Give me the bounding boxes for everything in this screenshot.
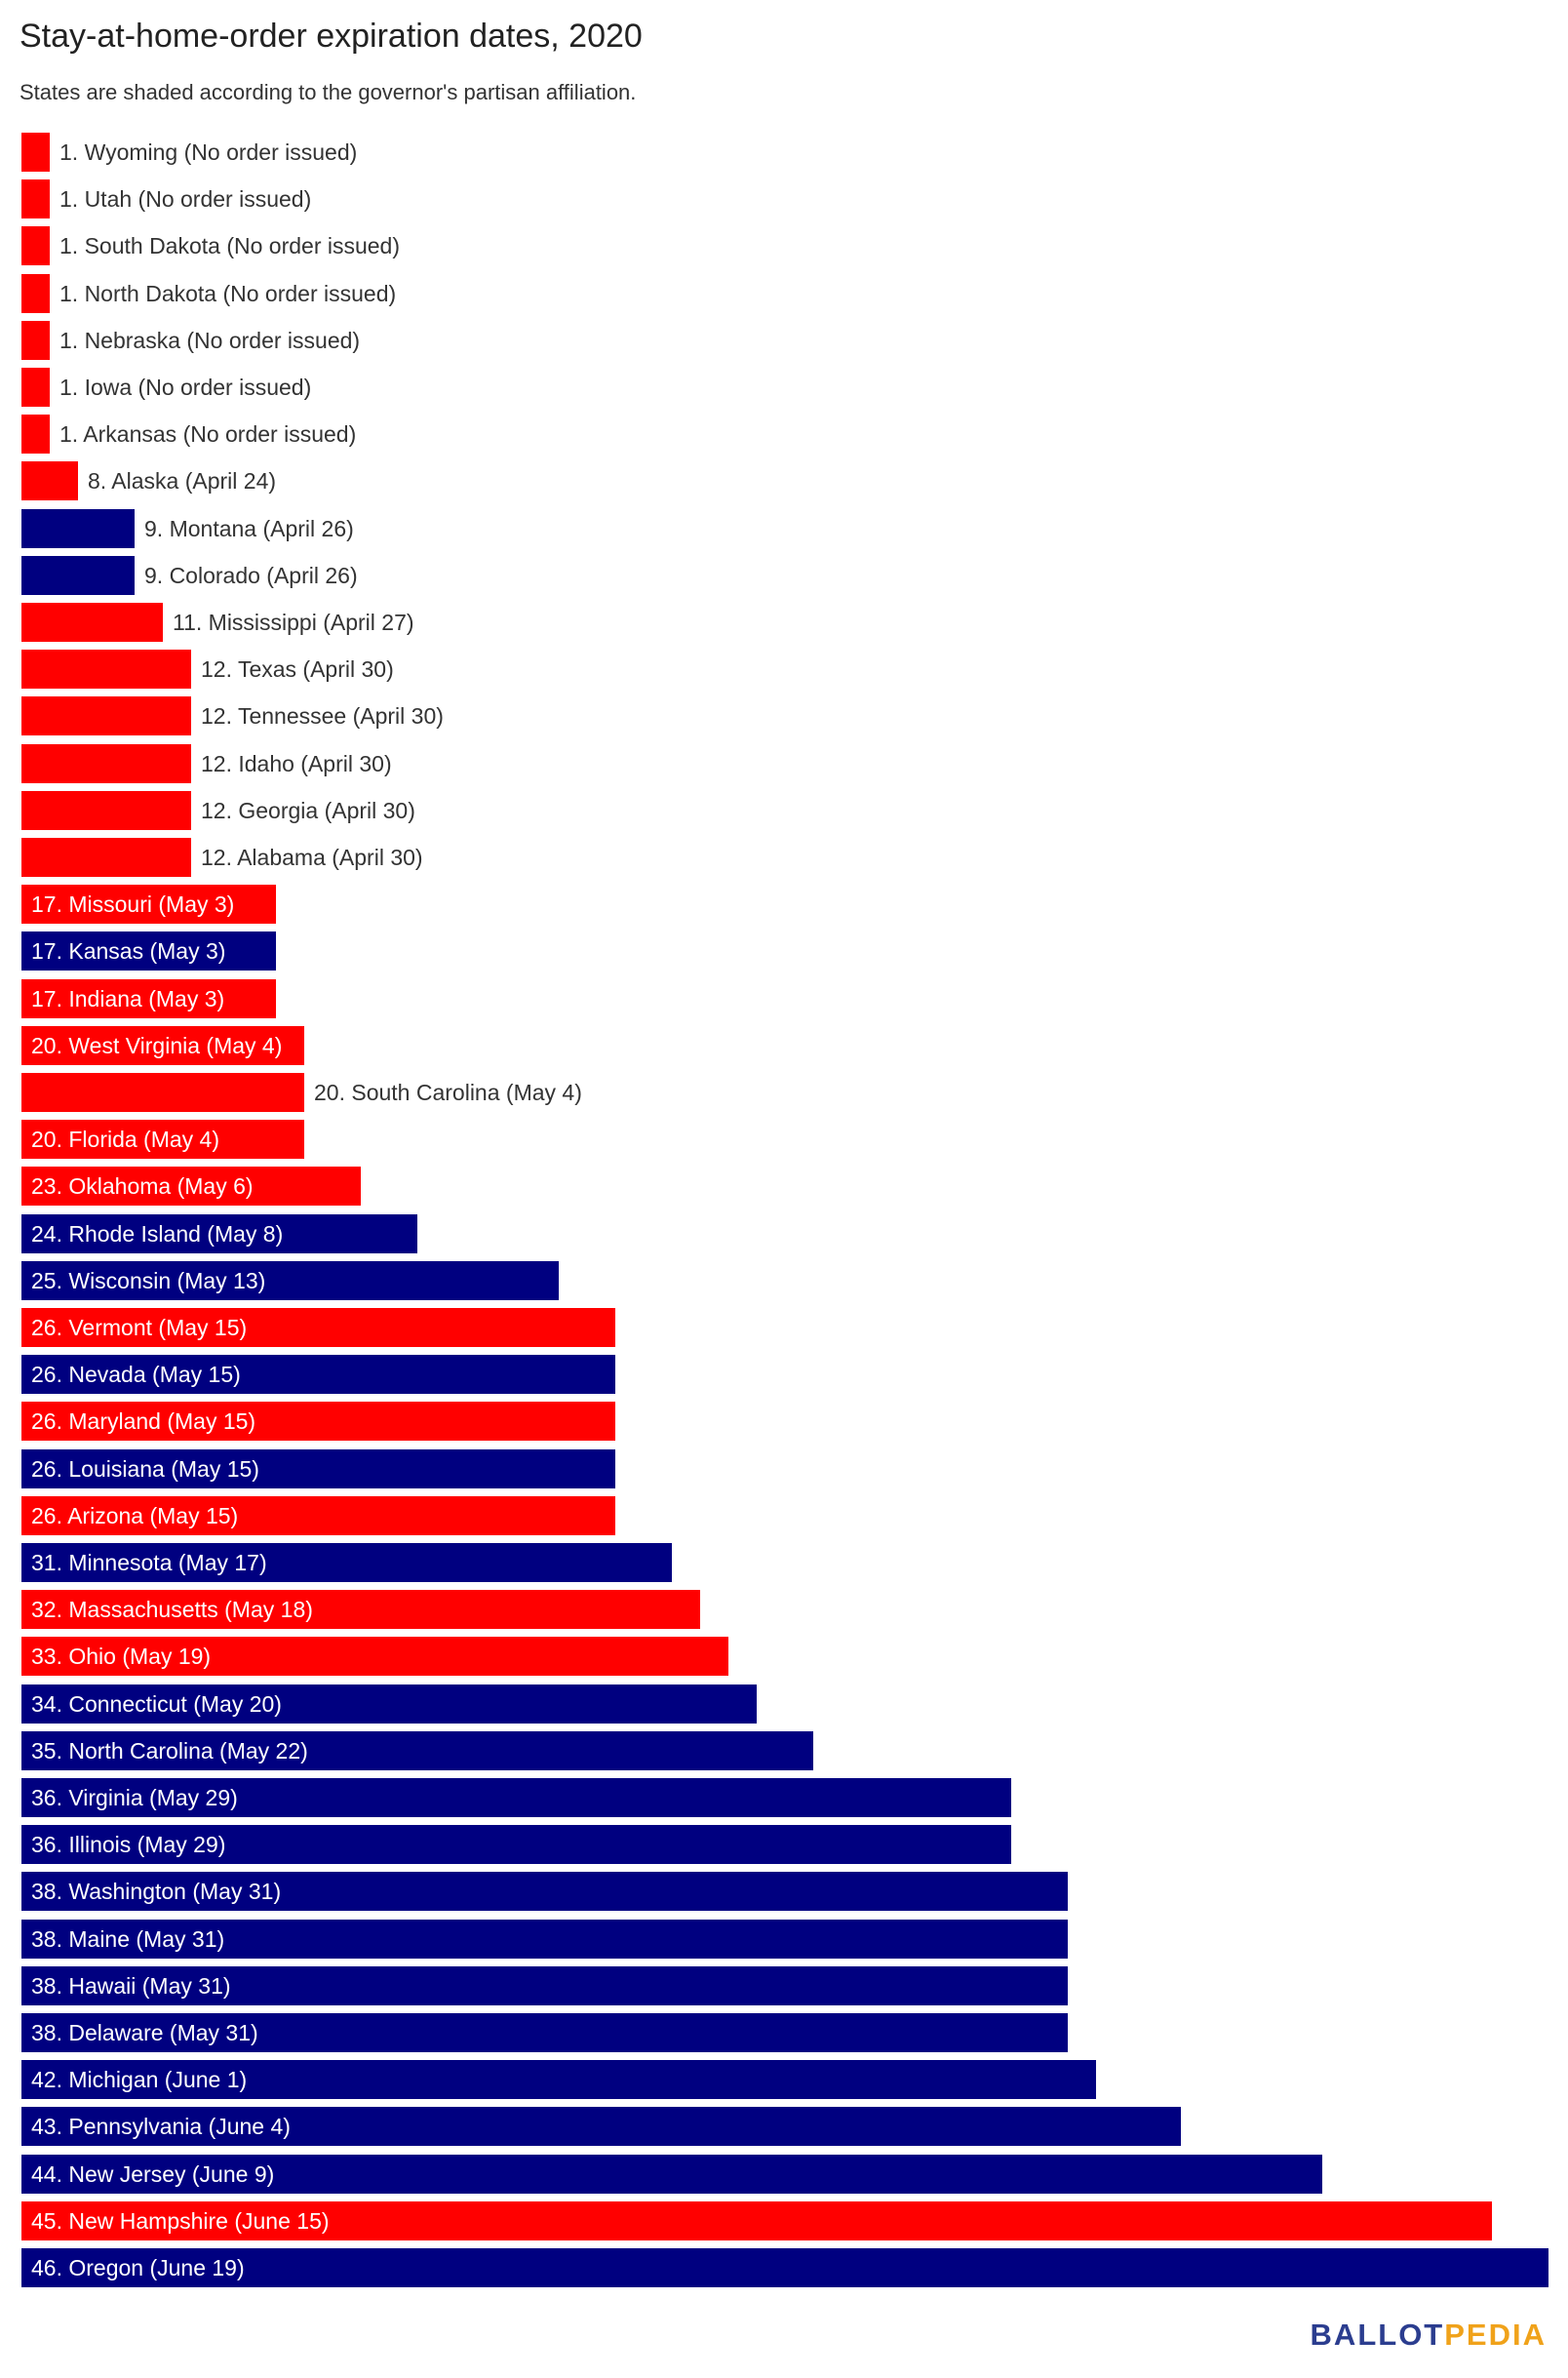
bar-label-vermont: 26. Vermont (May 15) xyxy=(31,1315,248,1340)
bar-louisiana xyxy=(21,1448,615,1488)
bar-label-texas: 12. Texas (April 30) xyxy=(201,656,394,683)
bar-connecticut xyxy=(21,1684,757,1724)
bar-west-virginia xyxy=(21,1025,304,1065)
bar-washington xyxy=(21,1872,1068,1912)
bar-label-idaho: 12. Idaho (April 30) xyxy=(201,750,392,776)
bar-label-hawaii: 38. Hawaii (May 31) xyxy=(31,1972,231,1999)
bar-north-dakota xyxy=(21,273,50,313)
bar-michigan xyxy=(21,2060,1096,2100)
chart-title: Stay-at-home-order expiration dates, 202… xyxy=(20,18,643,55)
bar-label-louisiana: 26. Louisiana (May 15) xyxy=(31,1455,259,1482)
bar-north-carolina xyxy=(21,1730,813,1770)
bar-label-nebraska: 1. Nebraska (No order issued) xyxy=(59,327,361,353)
bar-label-tennessee: 12. Tennessee (April 30) xyxy=(201,703,444,730)
bar-label-maryland: 26. Maryland (May 15) xyxy=(31,1408,256,1435)
bar-minnesota xyxy=(21,1543,672,1582)
bar-nebraska xyxy=(21,320,50,360)
bar-label-pennsylvania: 43. Pennsylvania (June 4) xyxy=(31,2114,291,2140)
bar-arkansas xyxy=(21,415,50,455)
bar-label-wyoming: 1. Wyoming (No order issued) xyxy=(59,139,358,165)
bar-colorado xyxy=(21,555,135,595)
bar-label-alaska: 8. Alaska (April 24) xyxy=(88,468,277,495)
bar-oklahoma xyxy=(21,1167,361,1207)
bar-iowa xyxy=(21,368,50,407)
bar-label-oklahoma: 23. Oklahoma (May 6) xyxy=(31,1173,254,1200)
ballotpedia-logo: BALLOTPEDIA xyxy=(1311,2318,1547,2353)
bar-label-ohio: 33. Ohio (May 19) xyxy=(31,1644,212,1670)
bar-label-florida: 20. Florida (May 4) xyxy=(31,1127,220,1153)
bar-illinois xyxy=(21,1825,1011,1865)
bar-label-south-dakota: 1. South Dakota (No order issued) xyxy=(59,233,401,259)
bar-label-oregon: 46. Oregon (June 19) xyxy=(31,2255,245,2280)
bar-label-rhode-island: 24. Rhode Island (May 8) xyxy=(31,1220,284,1247)
bar-new-jersey xyxy=(21,2154,1322,2194)
bar-nevada xyxy=(21,1355,615,1395)
bar-montana xyxy=(21,508,135,548)
bar-label-montana: 9. Montana (April 26) xyxy=(144,515,354,541)
bar-label-virginia: 36. Virginia (May 29) xyxy=(31,1785,238,1810)
bar-tennessee xyxy=(21,696,191,736)
bar-label-arkansas: 1. Arkansas (No order issued) xyxy=(59,421,357,448)
bar-label-mississippi: 11. Mississippi (April 27) xyxy=(173,610,414,635)
bar-ohio xyxy=(21,1637,728,1677)
bar-label-michigan: 42. Michigan (June 1) xyxy=(31,2067,248,2093)
bar-label-wisconsin: 25. Wisconsin (May 13) xyxy=(31,1267,266,1293)
bar-utah xyxy=(21,179,50,219)
bar-mississippi xyxy=(21,603,163,642)
chart-subtitle: States are shaded according to the gover… xyxy=(20,80,637,104)
bar-label-alabama: 12. Alabama (April 30) xyxy=(201,845,423,870)
bar-hawaii xyxy=(21,1965,1068,2005)
bar-wyoming xyxy=(21,133,50,172)
bar-label-nevada: 26. Nevada (May 15) xyxy=(31,1362,241,1388)
bar-label-minnesota: 31. Minnesota (May 17) xyxy=(31,1550,267,1575)
bar-label-maine: 38. Maine (May 31) xyxy=(31,1925,225,1952)
bar-massachusetts xyxy=(21,1590,700,1630)
bar-label-north-dakota: 1. North Dakota (No order issued) xyxy=(59,280,397,306)
bar-label-missouri: 17. Missouri (May 3) xyxy=(31,892,235,918)
bar-maine xyxy=(21,1919,1068,1959)
bar-texas xyxy=(21,650,191,690)
bar-florida xyxy=(21,1120,304,1160)
bar-virginia xyxy=(21,1778,1011,1817)
bar-label-massachusetts: 32. Massachusetts (May 18) xyxy=(31,1597,313,1623)
bar-alabama xyxy=(21,838,191,877)
bar-label-delaware: 38. Delaware (May 31) xyxy=(31,2020,258,2045)
bar-delaware xyxy=(21,2013,1068,2052)
logo-text-ballot: BALLOT xyxy=(1310,2318,1445,2352)
bar-label-north-carolina: 35. North Carolina (May 22) xyxy=(31,1737,308,1764)
bar-rhode-island xyxy=(21,1213,417,1253)
bar-new-hampshire xyxy=(21,2200,1492,2240)
bar-label-arizona: 26. Arizona (May 15) xyxy=(31,1502,239,1528)
bar-label-new-hampshire: 45. New Hampshire (June 15) xyxy=(31,2207,330,2234)
logo-text-pedia: PEDIA xyxy=(1444,2318,1547,2352)
bar-label-iowa: 1. Iowa (No order issued) xyxy=(59,375,312,400)
bar-label-georgia: 12. Georgia (April 30) xyxy=(201,797,415,823)
bar-maryland xyxy=(21,1402,615,1442)
bar-label-south-carolina: 20. South Carolina (May 4) xyxy=(314,1080,582,1105)
bar-label-utah: 1. Utah (No order issued) xyxy=(59,186,312,213)
bar-label-colorado: 9. Colorado (April 26) xyxy=(144,562,358,588)
bar-label-new-jersey: 44. New Jersey (June 9) xyxy=(31,2160,275,2187)
bar-label-connecticut: 34. Connecticut (May 20) xyxy=(31,1690,282,1717)
bar-label-washington: 38. Washington (May 31) xyxy=(31,1879,282,1905)
bar-label-kansas: 17. Kansas (May 3) xyxy=(31,938,226,965)
bar-alaska xyxy=(21,461,78,501)
bar-oregon xyxy=(21,2248,1548,2287)
bar-label-indiana: 17. Indiana (May 3) xyxy=(31,985,225,1011)
bar-label-illinois: 36. Illinois (May 29) xyxy=(31,1832,226,1858)
bar-arizona xyxy=(21,1495,615,1535)
bar-idaho xyxy=(21,743,191,783)
bar-south-dakota xyxy=(21,226,50,266)
bar-wisconsin xyxy=(21,1260,559,1300)
bar-missouri xyxy=(21,885,276,925)
bar-vermont xyxy=(21,1308,615,1347)
bar-kansas xyxy=(21,931,276,971)
bar-indiana xyxy=(21,978,276,1018)
bar-georgia xyxy=(21,790,191,830)
bar-pennsylvania xyxy=(21,2107,1181,2147)
bar-south-carolina xyxy=(21,1073,304,1112)
bar-label-west-virginia: 20. West Virginia (May 4) xyxy=(31,1032,283,1058)
